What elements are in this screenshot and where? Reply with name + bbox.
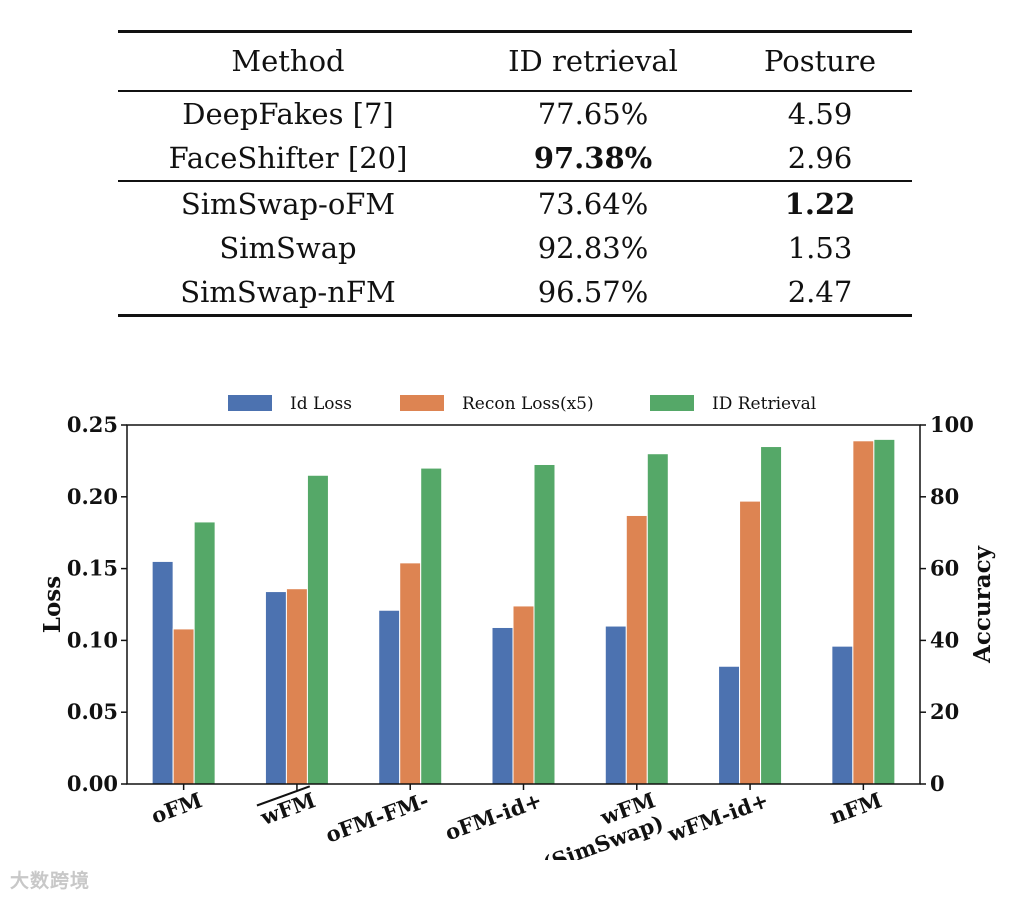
table-row: FaceShifter [20] 97.38% 2.96 bbox=[118, 135, 912, 182]
bar-recon-loss-x5- bbox=[739, 500, 762, 785]
y-right-tick-label: 80 bbox=[930, 484, 959, 509]
bar-id-retrieval bbox=[873, 438, 896, 785]
cell-id-retrieval: 96.57% bbox=[458, 270, 728, 317]
table-row: DeepFakes [7] 77.65% 4.59 bbox=[118, 91, 912, 136]
legend-label: Recon Loss(x5) bbox=[462, 394, 594, 414]
loss-accuracy-bar-chart: 0.00 0.05 0.10 0.15 0.20 0.25 0 20 40 60 80 100 Loss… bbox=[39, 394, 996, 860]
bar-id-loss bbox=[151, 560, 174, 785]
cell-posture: 2.96 bbox=[728, 135, 912, 182]
results-table: Method ID retrieval Posture DeepFakes [7… bbox=[118, 30, 912, 317]
bar-id-loss bbox=[718, 665, 741, 785]
y-right-tick-label: 40 bbox=[930, 627, 959, 652]
legend-swatch bbox=[650, 395, 694, 411]
header-id-retrieval: ID retrieval bbox=[458, 30, 728, 92]
bar-id-retrieval bbox=[646, 453, 669, 785]
y-right-tick-label: 100 bbox=[930, 412, 974, 437]
bar-id-loss bbox=[604, 625, 627, 785]
header-method: Method bbox=[118, 30, 458, 92]
cell-method: DeepFakes [7] bbox=[182, 96, 394, 131]
bar-recon-loss-x5- bbox=[625, 514, 648, 785]
x-category-label: wFM bbox=[256, 787, 318, 830]
x-category-label: oFM bbox=[148, 787, 206, 828]
y-right-axis-title: Accuracy bbox=[969, 545, 996, 664]
bar-recon-loss-x5- bbox=[512, 605, 535, 785]
legend-label: Id Loss bbox=[290, 394, 352, 414]
y-right-tick-label: 60 bbox=[930, 556, 959, 581]
cell-method: FaceShifter [20] bbox=[118, 135, 458, 182]
bar-id-retrieval bbox=[760, 446, 783, 785]
legend-swatch bbox=[228, 395, 272, 411]
x-category-label: oFM-id+ bbox=[442, 787, 546, 845]
bar-recon-loss-x5- bbox=[285, 588, 308, 785]
legend-label: ID Retrieval bbox=[712, 394, 816, 414]
y-tick-label: 0.15 bbox=[67, 556, 118, 581]
bar-recon-loss-x5- bbox=[399, 562, 422, 785]
table-row: SimSwap 92.83% 1.53 bbox=[118, 226, 912, 271]
bar-recon-loss-x5- bbox=[852, 440, 875, 785]
bar-recon-loss-x5- bbox=[172, 628, 195, 785]
y-right-tick-label: 20 bbox=[930, 699, 959, 724]
y-right-tick-label: 0 bbox=[930, 771, 945, 796]
x-category-label: nFM bbox=[826, 787, 885, 829]
bar-id-retrieval bbox=[193, 521, 216, 785]
cell-posture: 4.59 bbox=[787, 96, 853, 131]
cell-method: SimSwap-nFM bbox=[118, 270, 458, 317]
cell-posture-best: 1.22 bbox=[784, 186, 856, 221]
y-axis-title: Loss bbox=[39, 576, 66, 633]
table-header-row: Method ID retrieval Posture bbox=[118, 30, 912, 92]
table-row: SimSwap-nFM 96.57% 2.47 bbox=[118, 270, 912, 317]
x-category-label: wFM-id+ bbox=[663, 787, 771, 847]
y-tick-label: 0.05 bbox=[67, 699, 118, 724]
cell-method: SimSwap-oFM bbox=[180, 186, 396, 221]
bar-id-loss bbox=[378, 609, 401, 785]
cell-posture: 2.47 bbox=[728, 270, 912, 317]
y-tick-label: 0.20 bbox=[67, 484, 118, 509]
x-category-label: wFM(SimSwap) bbox=[531, 787, 667, 860]
y-tick-label: 0.10 bbox=[67, 627, 118, 652]
y-tick-label: 0.00 bbox=[67, 771, 118, 796]
bar-id-loss bbox=[491, 626, 514, 785]
table-row: SimSwap-oFM 73.64% 1.22 bbox=[118, 181, 912, 226]
header-posture: Posture bbox=[728, 30, 912, 92]
cell-method: SimSwap bbox=[219, 231, 357, 265]
y-tick-label: 0.25 bbox=[67, 412, 118, 437]
cell-posture: 1.53 bbox=[787, 231, 853, 265]
legend-swatch bbox=[400, 395, 444, 411]
cell-id-retrieval: 73.64% bbox=[537, 186, 649, 221]
bar-id-retrieval bbox=[533, 463, 556, 785]
cell-id-retrieval: 77.65% bbox=[537, 96, 649, 131]
watermark: 大数跨境 bbox=[10, 870, 91, 892]
bar-id-retrieval bbox=[420, 467, 443, 785]
bar-id-loss bbox=[264, 591, 287, 785]
cell-id-retrieval-best: 97.38% bbox=[458, 135, 728, 182]
bar-id-loss bbox=[831, 645, 854, 785]
cell-id-retrieval: 92.83% bbox=[537, 231, 649, 265]
x-category-label: oFM-FM- bbox=[322, 787, 432, 847]
bar-id-retrieval bbox=[306, 474, 329, 785]
